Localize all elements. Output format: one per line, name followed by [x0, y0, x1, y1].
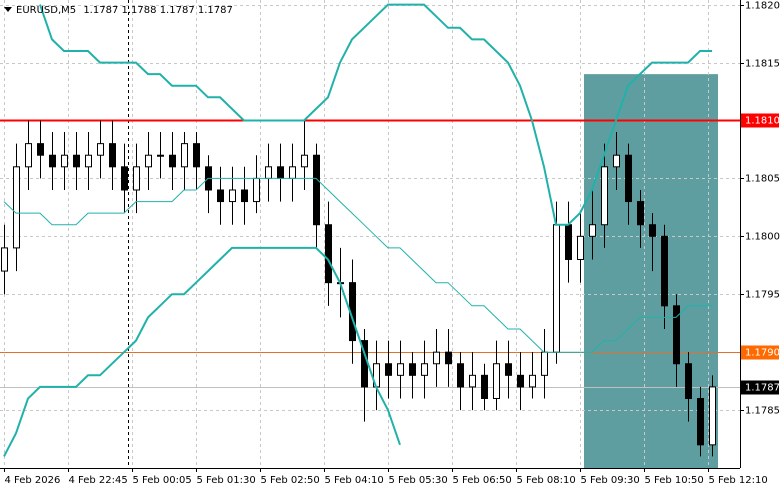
candle-body [541, 351, 548, 376]
candle-body [133, 166, 140, 191]
y-tick-label: 1.1820 [745, 1, 780, 12]
candle-body [109, 143, 116, 168]
candle-body [457, 363, 464, 388]
candle-body [265, 166, 272, 179]
candle-body [469, 374, 476, 388]
candle-body [157, 154, 164, 157]
ohlc-low: 1.1787 [160, 5, 195, 16]
candle-body [73, 154, 80, 168]
x-tick-label: 5 Feb 00:05 [133, 475, 192, 486]
x-tick-label: 4 Feb 22:45 [69, 475, 128, 486]
candle-body [193, 143, 200, 168]
x-tick-label: 5 Feb 08:10 [517, 475, 576, 486]
y-tick-label: 1.1785 [745, 406, 780, 417]
candle-body [301, 154, 308, 168]
candle-body [613, 154, 620, 168]
time-zone [584, 74, 718, 468]
x-tick-label: 4 Feb 2026 [5, 475, 61, 486]
x-tick-label: 5 Feb 04:10 [325, 475, 384, 486]
y-tick-label: 1.1795 [745, 290, 780, 301]
bollinger-band [3, 246, 401, 457]
candle-body [661, 235, 668, 307]
bollinger-band [39, 3, 712, 226]
candle-body [229, 189, 236, 203]
candle-body [649, 224, 656, 237]
candle-body [313, 154, 320, 226]
candle-body [529, 374, 536, 388]
candle-body [697, 397, 704, 446]
candle-body [121, 166, 128, 191]
candle-body [61, 154, 68, 168]
candle-body [493, 363, 500, 399]
x-tick-label: 5 Feb 09:30 [581, 475, 640, 486]
candle-body [145, 154, 152, 168]
x-tick-label: 5 Feb 10:50 [645, 475, 704, 486]
candle-body [397, 363, 404, 376]
candle-body [433, 351, 440, 365]
candle-body [25, 143, 32, 168]
candle-body [49, 154, 56, 168]
candle-body [601, 166, 608, 226]
candle-body [241, 189, 248, 203]
candle-body [481, 374, 488, 399]
price-level-tag [741, 113, 779, 128]
ohlc-high: 1.1788 [122, 5, 157, 16]
candle-body [325, 224, 332, 284]
candle-body [217, 189, 224, 203]
candle-body [181, 143, 188, 168]
price-level-tag [741, 380, 779, 395]
x-tick-label: 5 Feb 02:50 [261, 475, 320, 486]
candle-body [673, 305, 680, 365]
x-tick-label: 5 Feb 12:10 [709, 475, 768, 486]
candle-body [625, 154, 632, 203]
candle-body [589, 224, 596, 237]
candle-body [505, 363, 512, 376]
candle-body [517, 374, 524, 388]
y-tick-label: 1.1815 [745, 59, 780, 70]
candle-body [637, 201, 644, 226]
price-level-label: 1.1787 [745, 383, 780, 394]
candle-body [169, 154, 176, 168]
candle-body [385, 363, 392, 376]
bollinger-band [3, 177, 712, 353]
menu-arrow[interactable] [4, 7, 12, 12]
y-tick-label: 1.1805 [745, 174, 780, 185]
candle-body [685, 363, 692, 399]
candle-body [565, 224, 572, 260]
candle-body [253, 177, 260, 203]
ohlc-close: 1.1787 [198, 5, 233, 16]
candle-body [553, 224, 560, 353]
candle-body [277, 166, 284, 179]
candle-body [97, 143, 104, 156]
candle-body [445, 351, 452, 365]
symbol-header: EURUSD,M5 1.1787 1.1788 1.1787 1.1787 [16, 5, 233, 16]
y-tick-label: 1.1800 [745, 232, 780, 243]
candle-body [13, 166, 20, 249]
candle-body [37, 143, 44, 156]
candle-body [1, 247, 8, 272]
candle-body [709, 386, 716, 446]
candle-body [421, 363, 428, 376]
candle-body [289, 166, 296, 179]
symbol: EURUSD,M5 [16, 5, 76, 16]
candle-body [85, 154, 92, 168]
price-level-label: 1.1790 [745, 348, 780, 359]
x-tick-label: 5 Feb 06:50 [453, 475, 512, 486]
candle-body [409, 363, 416, 376]
x-tick-label: 5 Feb 01:30 [197, 475, 256, 486]
x-tick-label: 5 Feb 05:30 [389, 475, 448, 486]
price-level-tag [741, 345, 779, 360]
ohlc-open: 1.1787 [83, 5, 118, 16]
price-level-label: 1.1810 [745, 116, 780, 127]
candle-body [577, 235, 584, 260]
